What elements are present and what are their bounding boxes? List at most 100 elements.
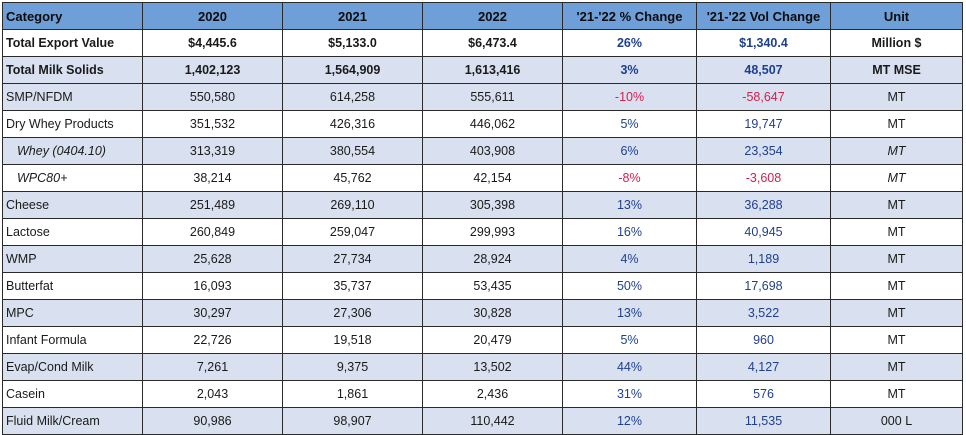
cell-2021: 19,518 <box>282 326 423 354</box>
cell-2022: 2,436 <box>422 380 563 408</box>
cell-unit: MT <box>830 191 963 219</box>
cell-pct-change: 12% <box>562 407 697 435</box>
cell-2020: 251,489 <box>142 191 283 219</box>
table-row: Fluid Milk/Cream 90,986 98,907 110,442 12% 11… <box>2 407 963 435</box>
cell-category: Total Export Value <box>2 29 143 57</box>
cell-unit: MT <box>830 164 963 192</box>
cell-2020: 90,986 <box>142 407 283 435</box>
table-row: WMP 25,628 27,734 28,924 4% 1,189 MT <box>2 245 963 273</box>
header-category: Category <box>2 2 143 30</box>
table-body: Total Export Value $4,445.6 $5,133.0 $6,473… <box>2 29 963 435</box>
cell-category: SMP/NFDM <box>2 83 143 111</box>
cell-2022: 42,154 <box>422 164 563 192</box>
table-row: Dry Whey Products 351,532 426,316 446,062 5%… <box>2 110 963 138</box>
cell-unit: MT <box>830 218 963 246</box>
cell-2020: 1,402,123 <box>142 56 283 84</box>
cell-2022: 305,398 <box>422 191 563 219</box>
cell-2020: 351,532 <box>142 110 283 138</box>
cell-category: WMP <box>2 245 143 273</box>
cell-2021: 35,737 <box>282 272 423 300</box>
cell-2022: 1,613,416 <box>422 56 563 84</box>
cell-2021: 27,306 <box>282 299 423 327</box>
cell-2021: 1,861 <box>282 380 423 408</box>
cell-pct-change: -8% <box>562 164 697 192</box>
cell-2021: 259,047 <box>282 218 423 246</box>
table-row: Casein 2,043 1,861 2,436 31% 576 MT <box>2 380 963 408</box>
cell-2020: 313,319 <box>142 137 283 165</box>
cell-2021: 269,110 <box>282 191 423 219</box>
cell-2020: 22,726 <box>142 326 283 354</box>
cell-unit: MT <box>830 137 963 165</box>
cell-2022: 30,828 <box>422 299 563 327</box>
cell-2022: 446,062 <box>422 110 563 138</box>
cell-vol-change: 48,507 <box>696 56 831 84</box>
cell-unit: MT <box>830 245 963 273</box>
cell-category: Casein <box>2 380 143 408</box>
cell-pct-change: 13% <box>562 299 697 327</box>
cell-vol-change: 23,354 <box>696 137 831 165</box>
cell-category: Butterfat <box>2 272 143 300</box>
cell-unit: MT <box>830 380 963 408</box>
cell-category: WPC80+ <box>2 164 143 192</box>
cell-pct-change: 16% <box>562 218 697 246</box>
cell-vol-change: 960 <box>696 326 831 354</box>
table-row: Lactose 260,849 259,047 299,993 16% 40,945 MT <box>2 218 963 246</box>
cell-2022: $6,473.4 <box>422 29 563 57</box>
cell-category: Fluid Milk/Cream <box>2 407 143 435</box>
table-row: MPC 30,297 27,306 30,828 13% 3,522 MT <box>2 299 963 327</box>
cell-2021: 614,258 <box>282 83 423 111</box>
cell-2022: 20,479 <box>422 326 563 354</box>
cell-2020: 25,628 <box>142 245 283 273</box>
cell-2020: 260,849 <box>142 218 283 246</box>
table-row: Evap/Cond Milk 7,261 9,375 13,502 44% 4,127 MT <box>2 353 963 381</box>
header-pct-change: '21-'22 % Change <box>562 2 697 30</box>
cell-pct-change: 6% <box>562 137 697 165</box>
cell-2020: 550,580 <box>142 83 283 111</box>
cell-pct-change: 3% <box>562 56 697 84</box>
cell-vol-change: 40,945 <box>696 218 831 246</box>
table-row: Total Milk Solids 1,402,123 1,564,909 1,613… <box>2 56 963 84</box>
cell-unit: MT <box>830 326 963 354</box>
cell-pct-change: 13% <box>562 191 697 219</box>
cell-2020: 30,297 <box>142 299 283 327</box>
cell-2020: 38,214 <box>142 164 283 192</box>
cell-vol-change: 11,535 <box>696 407 831 435</box>
cell-2021: 380,554 <box>282 137 423 165</box>
cell-2021: $5,133.0 <box>282 29 423 57</box>
cell-pct-change: -10% <box>562 83 697 111</box>
header-vol-change: '21-'22 Vol Change <box>696 2 831 30</box>
cell-category: MPC <box>2 299 143 327</box>
header-2020: 2020 <box>142 2 283 30</box>
cell-vol-change: 3,522 <box>696 299 831 327</box>
cell-vol-change: 17,698 <box>696 272 831 300</box>
cell-2020: 7,261 <box>142 353 283 381</box>
table-row: Infant Formula 22,726 19,518 20,479 5% 960 MT <box>2 326 963 354</box>
header-row: Category 2020 2021 2022 '21-'22 % Change… <box>2 2 963 30</box>
cell-unit: MT <box>830 83 963 111</box>
cell-2021: 45,762 <box>282 164 423 192</box>
header-2021: 2021 <box>282 2 423 30</box>
table-row: WPC80+ 38,214 45,762 42,154 -8% -3,608 MT <box>2 164 963 192</box>
cell-vol-change: 576 <box>696 380 831 408</box>
cell-unit: MT <box>830 272 963 300</box>
cell-2022: 110,442 <box>422 407 563 435</box>
cell-2020: 2,043 <box>142 380 283 408</box>
cell-unit: MT <box>830 110 963 138</box>
cell-pct-change: 4% <box>562 245 697 273</box>
cell-vol-change: -3,608 <box>696 164 831 192</box>
cell-2022: 53,435 <box>422 272 563 300</box>
cell-pct-change: 5% <box>562 326 697 354</box>
cell-vol-change: -58,647 <box>696 83 831 111</box>
cell-unit: Million $ <box>830 29 963 57</box>
cell-2021: 426,316 <box>282 110 423 138</box>
cell-category: Cheese <box>2 191 143 219</box>
cell-category: Infant Formula <box>2 326 143 354</box>
header-2022: 2022 <box>422 2 563 30</box>
cell-category: Whey (0404.10) <box>2 137 143 165</box>
cell-2020: $4,445.6 <box>142 29 283 57</box>
cell-category: Evap/Cond Milk <box>2 353 143 381</box>
cell-2021: 1,564,909 <box>282 56 423 84</box>
cell-pct-change: 50% <box>562 272 697 300</box>
table-row: Total Export Value $4,445.6 $5,133.0 $6,473… <box>2 29 963 57</box>
